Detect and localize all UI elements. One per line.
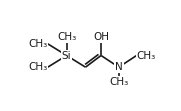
Text: OH: OH [93, 32, 109, 42]
Text: CH₃: CH₃ [57, 32, 76, 42]
Text: CH₃: CH₃ [137, 51, 156, 60]
Text: CH₃: CH₃ [29, 62, 48, 72]
Text: CH₃: CH₃ [29, 39, 48, 49]
Text: Si: Si [62, 51, 71, 60]
Text: CH₃: CH₃ [109, 77, 129, 87]
Text: N: N [115, 62, 123, 72]
